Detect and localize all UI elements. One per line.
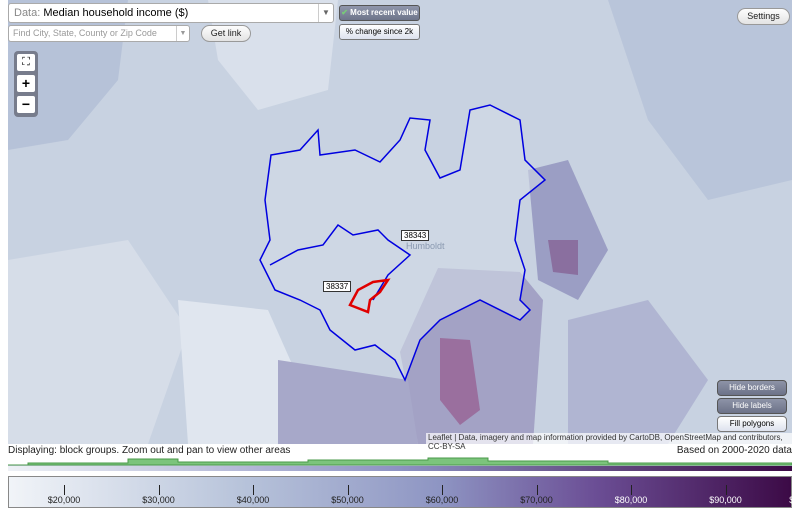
most-recent-text: Most recent value	[350, 8, 418, 17]
legend-tick	[64, 485, 65, 495]
legend-label: $60,000	[425, 495, 459, 505]
settings-button[interactable]: Settings	[737, 8, 790, 25]
zoom-control: ⛶ + −	[14, 51, 38, 117]
fill-polygons-button[interactable]: Fill polygons	[717, 416, 787, 432]
legend-label: $90,000	[709, 495, 742, 505]
data-value: Median household income ($)	[43, 7, 189, 19]
dropdown-arrow: ▼	[318, 4, 333, 22]
legend-tick	[253, 485, 254, 495]
map-overlay: 38343 Humboldt 38337 Leaflet | Data, ima…	[8, 0, 792, 451]
based-on-text: Based on 2000-2020 data	[676, 445, 792, 456]
data-select[interactable]: Data: Median household income ($) ▼	[8, 3, 334, 23]
legend-tick	[725, 485, 727, 495]
legend-tick	[631, 485, 632, 495]
legend-tick	[347, 485, 349, 495]
legend-bar: $20,000 $30,000 $40,000 $50,000 $60,000 $70,0…	[8, 476, 800, 508]
legend-label: $100,000	[789, 495, 800, 505]
search-box[interactable]: Find City, State, County or Zip Code ▼	[8, 25, 190, 42]
legend-label: $80,000	[614, 495, 648, 505]
map-label: Humboldt	[406, 241, 445, 251]
legend-label: $70,000	[520, 495, 553, 505]
check-icon: ✔	[341, 8, 348, 17]
dropdown-arrow: ▼	[176, 26, 189, 41]
hide-borders-button[interactable]: Hide borders	[717, 380, 787, 396]
legend-tick	[536, 485, 538, 495]
hide-labels-button[interactable]: Hide labels	[717, 398, 787, 414]
legend-label: $50,000	[331, 495, 364, 505]
displaying-text: Displaying: block groups. Zoom out and p…	[8, 445, 291, 456]
legend-tick	[442, 485, 443, 495]
legend-label: $20,000	[47, 495, 81, 505]
map-label: 38337	[323, 281, 352, 292]
legend-labels: $20,000 $30,000 $40,000 $50,000 $60,000 $70,0…	[9, 477, 800, 507]
map[interactable]	[8, 0, 792, 444]
zoom-in-button[interactable]: +	[17, 75, 35, 92]
data-label: Data:	[14, 7, 41, 19]
legend-tick	[158, 485, 160, 495]
legend-label: $40,000	[236, 495, 270, 505]
change-button[interactable]: % change since 2k	[339, 24, 420, 40]
histogram	[8, 457, 792, 471]
legend-label: $30,000	[142, 495, 175, 505]
zoom-out-button[interactable]: −	[17, 96, 35, 113]
most-recent-button[interactable]: ✔ Most recent value	[339, 5, 420, 21]
fullscreen-button[interactable]: ⛶	[17, 54, 35, 71]
map-label: 38343	[401, 230, 430, 241]
search-placeholder: Find City, State, County or Zip Code	[13, 28, 157, 38]
get-link-button[interactable]: Get link	[201, 25, 251, 42]
attribution: Leaflet | Data, imagery and map informat…	[426, 433, 792, 451]
